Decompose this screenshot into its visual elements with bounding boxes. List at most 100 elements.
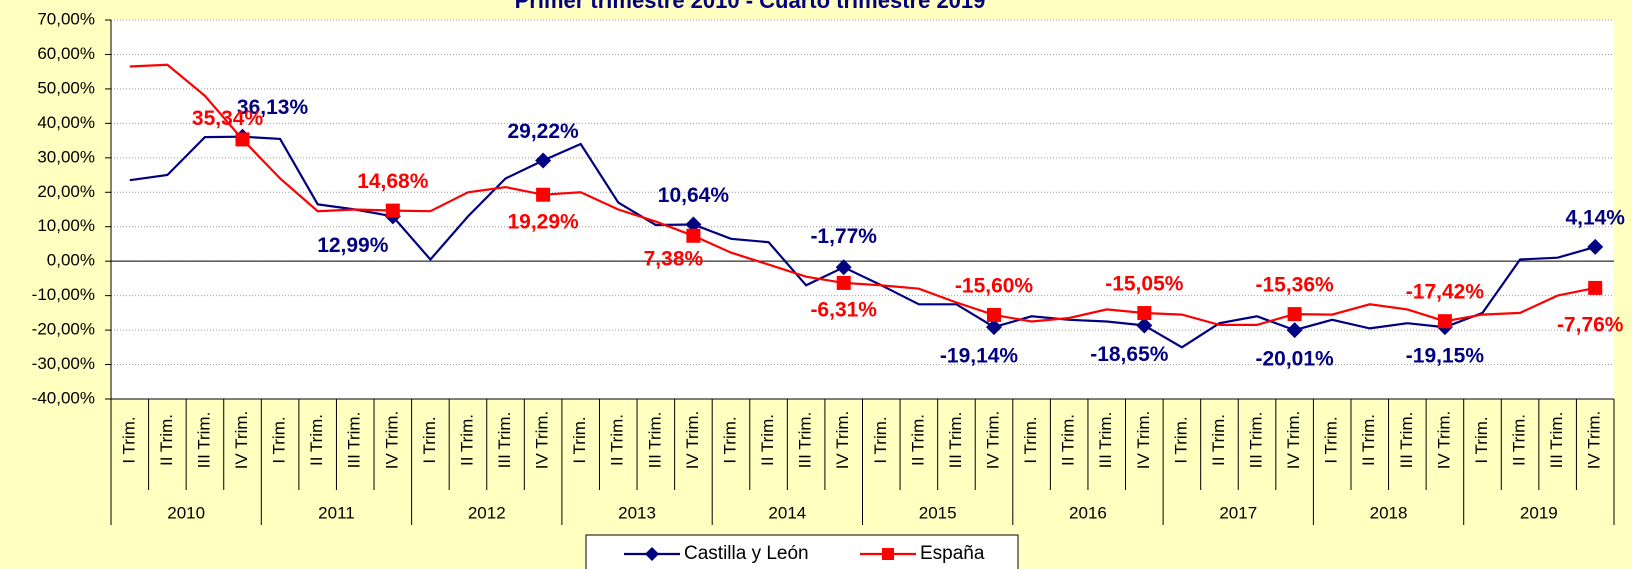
legend-label: Castilla y León [684, 543, 809, 564]
x-tick-label: I Trim. [1171, 416, 1190, 463]
data-label: -15,05% [1105, 273, 1184, 296]
data-label: -15,36% [1256, 274, 1335, 297]
year-label: 2012 [468, 503, 506, 522]
x-tick-label: III Trim. [1547, 412, 1566, 469]
data-label: -15,60% [955, 274, 1034, 297]
data-label: -19,15% [1406, 345, 1485, 368]
year-label: 2019 [1520, 503, 1558, 522]
legend-label: España [920, 543, 985, 564]
marker [1137, 306, 1152, 321]
marker [836, 275, 851, 290]
marker [1287, 307, 1302, 322]
marker [987, 307, 1002, 322]
x-tick-label: I Trim. [420, 416, 439, 463]
year-label: 2010 [167, 503, 205, 522]
x-tick-label: III Trim. [1247, 412, 1266, 469]
data-label: 19,29% [507, 210, 579, 233]
x-tick-label: IV Trim. [382, 411, 401, 470]
x-tick-label: IV Trim. [683, 411, 702, 470]
x-tick-label: IV Trim. [833, 411, 852, 470]
data-label: -17,42% [1406, 281, 1485, 304]
x-tick-label: II Trim. [758, 414, 777, 466]
year-label: 2018 [1370, 503, 1408, 522]
x-tick-label: I Trim. [570, 416, 589, 463]
x-tick-label: II Trim. [1510, 414, 1529, 466]
year-label: 2016 [1069, 503, 1107, 522]
y-tick-label: 70,00% [37, 9, 95, 28]
y-tick-label: 0,00% [47, 251, 95, 270]
data-label: 36,13% [237, 96, 309, 119]
y-tick-label: 50,00% [37, 78, 95, 97]
x-tick-label: I Trim. [720, 416, 739, 463]
data-label: -20,01% [1256, 348, 1335, 371]
legend-marker [882, 548, 894, 560]
x-tick-label: II Trim. [157, 414, 176, 466]
marker [685, 216, 702, 233]
y-tick-label: -10,00% [32, 285, 95, 304]
y-tick-label: -40,00% [32, 388, 95, 407]
marker [535, 152, 552, 169]
marker [986, 319, 1003, 336]
legend-box [585, 534, 1019, 569]
x-tick-label: I Trim. [1021, 416, 1040, 463]
data-label: 14,68% [357, 170, 429, 193]
y-tick-label: 20,00% [37, 182, 95, 201]
marker [1437, 314, 1452, 329]
y-tick-label: 60,00% [37, 44, 95, 63]
marker [1286, 322, 1303, 339]
data-label: 29,22% [507, 120, 579, 143]
marker [1136, 317, 1153, 334]
year-label: 2015 [919, 503, 957, 522]
x-tick-label: III Trim. [1397, 412, 1416, 469]
marker [686, 228, 701, 243]
data-label: 4,14% [1565, 206, 1625, 229]
marker [536, 187, 551, 202]
x-tick-label: II Trim. [908, 414, 927, 466]
data-label: -6,31% [810, 298, 877, 321]
year-label: 2011 [318, 503, 355, 522]
data-label: -7,76% [1557, 313, 1624, 336]
y-tick-label: -20,00% [32, 320, 95, 339]
x-tick-label: IV Trim. [1284, 411, 1303, 470]
x-tick-label: IV Trim. [533, 411, 552, 470]
data-label: -19,14% [940, 345, 1019, 368]
y-tick-label: 10,00% [37, 216, 95, 235]
data-label: 10,64% [658, 184, 730, 207]
x-tick-label: III Trim. [796, 412, 815, 469]
year-label: 2013 [618, 503, 656, 522]
marker [385, 203, 400, 218]
x-tick-label: IV Trim. [1434, 411, 1453, 470]
x-tick-label: III Trim. [1096, 412, 1115, 469]
series-line [129, 63, 1596, 326]
x-tick-label: I Trim. [119, 416, 138, 463]
series-line [129, 135, 1596, 349]
x-tick-label: III Trim. [345, 412, 364, 469]
x-tick-label: III Trim. [194, 412, 213, 469]
chart-title: Primer trimestre 2010 - Cuarto trimestre… [515, 0, 986, 13]
x-tick-label: I Trim. [1472, 416, 1491, 463]
marker [835, 259, 852, 276]
x-tick-label: IV Trim. [983, 411, 1002, 470]
data-label: 7,38% [644, 247, 704, 270]
x-tick-label: III Trim. [645, 412, 664, 469]
data-label: 35,34% [192, 107, 264, 130]
x-tick-label: I Trim. [270, 416, 289, 463]
data-label: -1,77% [810, 225, 877, 248]
x-tick-label: II Trim. [1209, 414, 1228, 466]
year-label: 2014 [768, 503, 806, 522]
x-tick-label: IV Trim. [1585, 411, 1604, 470]
x-tick-label: I Trim. [1322, 416, 1341, 463]
y-tick-label: 40,00% [37, 113, 95, 132]
x-tick-label: II Trim. [608, 414, 627, 466]
x-tick-label: II Trim. [457, 414, 476, 466]
x-tick-label: II Trim. [1359, 414, 1378, 466]
x-tick-label: IV Trim. [1134, 411, 1153, 470]
x-tick-label: IV Trim. [232, 411, 251, 470]
marker [1587, 238, 1604, 255]
data-label: -18,65% [1090, 343, 1169, 366]
legend-marker [645, 547, 659, 561]
data-label: 12,99% [317, 234, 389, 257]
marker [235, 132, 250, 147]
marker [1588, 280, 1603, 295]
